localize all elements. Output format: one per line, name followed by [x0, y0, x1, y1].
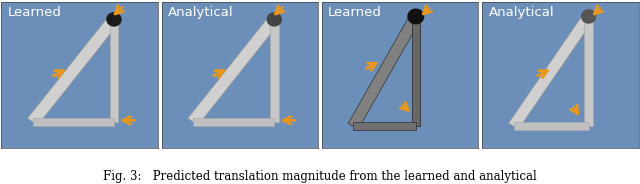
- Polygon shape: [509, 13, 593, 129]
- Polygon shape: [270, 19, 278, 122]
- Polygon shape: [412, 16, 420, 126]
- Circle shape: [268, 13, 282, 26]
- Polygon shape: [33, 118, 114, 126]
- Text: Learned: Learned: [328, 6, 382, 19]
- Polygon shape: [193, 118, 275, 126]
- Polygon shape: [109, 19, 118, 122]
- Circle shape: [107, 13, 121, 26]
- Text: Fig. 3:   Predicted translation magnitude from the learned and analytical: Fig. 3: Predicted translation magnitude …: [103, 170, 537, 183]
- Circle shape: [582, 10, 596, 23]
- Circle shape: [408, 9, 424, 24]
- Polygon shape: [28, 16, 119, 125]
- Polygon shape: [188, 16, 279, 125]
- Polygon shape: [353, 122, 416, 130]
- Polygon shape: [513, 122, 589, 130]
- Polygon shape: [584, 16, 593, 126]
- Text: Learned: Learned: [8, 6, 61, 19]
- Text: Analytical: Analytical: [168, 6, 234, 19]
- Text: Analytical: Analytical: [488, 6, 554, 19]
- Polygon shape: [348, 14, 421, 129]
